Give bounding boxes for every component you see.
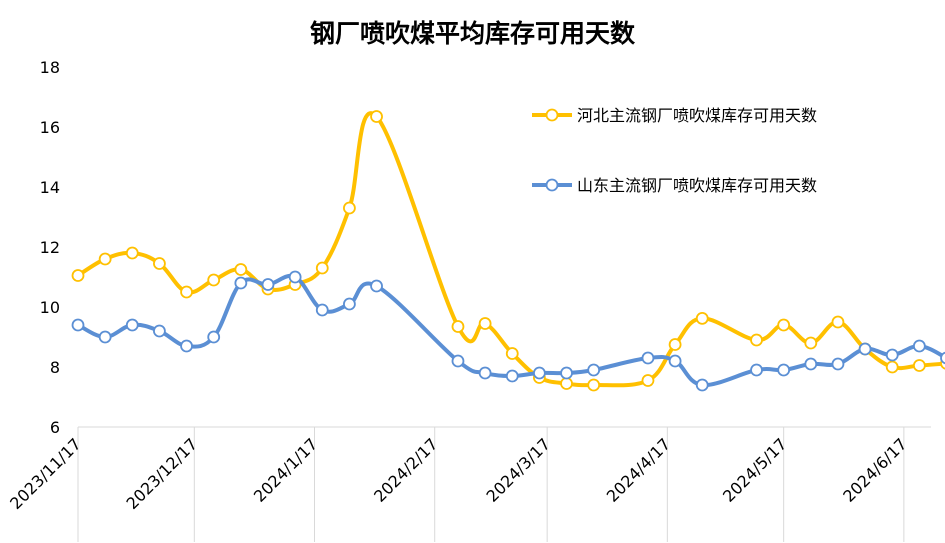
x-tick-label: 2024/5/17 <box>719 434 790 505</box>
data-point <box>885 348 899 362</box>
data-point <box>777 318 791 332</box>
data-point <box>153 257 166 270</box>
data-point <box>153 324 166 338</box>
data-point <box>505 347 519 360</box>
data-point <box>478 317 492 330</box>
data-point <box>750 363 763 377</box>
data-point <box>750 333 763 347</box>
data-point <box>885 360 899 374</box>
x-tick-label: 2024/3/17 <box>483 434 554 505</box>
series-layer <box>71 110 945 392</box>
data-point <box>777 363 791 377</box>
data-point <box>560 377 573 390</box>
x-tick-label: 2024/4/17 <box>603 434 674 505</box>
data-point <box>180 339 193 353</box>
data-point <box>804 357 818 371</box>
legend-label: 河北主流钢厂喷吹煤库存可用天数 <box>577 106 817 125</box>
data-point <box>234 276 248 290</box>
data-point <box>478 366 492 380</box>
data-point <box>98 330 112 344</box>
series-1 <box>71 110 945 392</box>
data-point <box>180 285 193 299</box>
data-point <box>343 201 356 215</box>
y-tick-label: 14 <box>40 178 60 197</box>
legend-swatch-marker <box>545 108 559 122</box>
data-point <box>505 369 519 383</box>
data-point <box>641 374 655 387</box>
data-point <box>940 351 945 365</box>
data-point <box>261 278 275 291</box>
chart-title: 钢厂喷吹煤平均库存可用天数 <box>309 19 635 48</box>
y-tick-label: 12 <box>40 238 60 257</box>
x-tick-label: 2024/2/17 <box>370 434 441 505</box>
data-point <box>641 351 655 365</box>
data-point <box>207 273 221 287</box>
data-point <box>98 252 112 266</box>
data-point <box>532 366 546 380</box>
data-point <box>804 336 818 350</box>
legend-swatch-marker <box>545 178 559 192</box>
data-point <box>560 366 573 380</box>
data-point <box>234 263 248 276</box>
legend-label: 山东主流钢厂喷吹煤库存可用天数 <box>577 176 817 195</box>
data-point <box>587 378 601 392</box>
data-point <box>668 338 682 351</box>
data-point <box>587 363 601 377</box>
data-point <box>912 339 926 353</box>
data-point <box>125 246 139 260</box>
data-point <box>912 359 926 372</box>
x-tick-label: 2024/1/17 <box>250 434 321 505</box>
data-point <box>668 354 682 368</box>
data-point <box>71 318 85 332</box>
x-axis: 2023/11/17 2023/12/17 2024/1/17 2024/2/17 20… <box>6 426 931 542</box>
data-point <box>288 270 302 284</box>
data-point <box>451 320 465 333</box>
data-point <box>343 297 356 311</box>
data-point <box>370 110 383 123</box>
data-point <box>695 378 709 392</box>
legend-item: 河北主流钢厂喷吹煤库存可用天数 <box>532 106 817 125</box>
data-point <box>831 315 845 329</box>
y-tick-label: 6 <box>50 418 60 437</box>
y-axis-ticks: 6 8 10 12 14 16 18 <box>40 58 60 437</box>
data-point <box>315 303 329 317</box>
data-point <box>207 330 221 344</box>
data-point <box>858 342 872 356</box>
data-point <box>315 261 329 275</box>
data-point <box>695 311 709 325</box>
data-point <box>831 357 845 371</box>
y-tick-label: 18 <box>40 58 60 77</box>
x-tick-label: 2023/11/17 <box>6 434 85 513</box>
y-tick-label: 16 <box>40 118 60 137</box>
data-point <box>370 279 383 293</box>
legend-item: 山东主流钢厂喷吹煤库存可用天数 <box>532 176 817 195</box>
y-tick-label: 8 <box>50 358 60 377</box>
data-point <box>125 318 139 332</box>
x-tick-label: 2023/12/17 <box>123 434 202 513</box>
data-point <box>71 269 85 282</box>
x-tick-label: 2024/6/17 <box>839 434 910 505</box>
y-tick-label: 10 <box>40 298 60 317</box>
series-2 <box>71 270 945 392</box>
data-point <box>451 354 465 368</box>
